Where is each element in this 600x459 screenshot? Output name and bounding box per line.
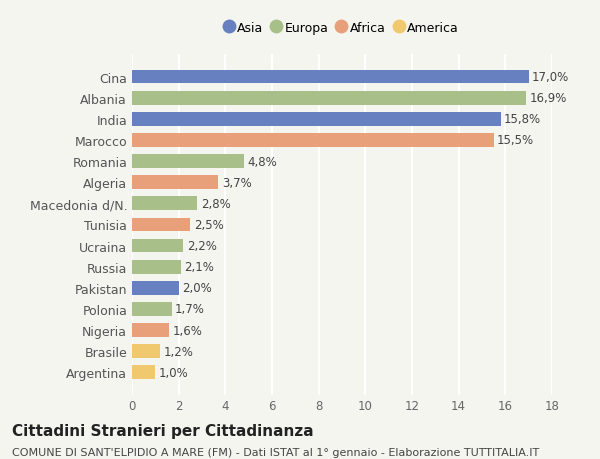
Bar [132,302,172,316]
Text: 2,5%: 2,5% [194,218,224,231]
Bar [132,260,181,274]
Bar [132,134,494,147]
Text: 17,0%: 17,0% [532,71,569,84]
Bar [132,324,169,337]
Bar [132,92,526,105]
Text: 3,7%: 3,7% [222,176,251,189]
Bar [132,218,190,232]
Text: 1,7%: 1,7% [175,303,205,316]
Bar [132,281,179,295]
Text: 2,0%: 2,0% [182,282,212,295]
Text: 2,2%: 2,2% [187,240,217,252]
Bar [132,345,160,358]
Text: 1,6%: 1,6% [173,324,203,337]
Text: 4,8%: 4,8% [248,155,277,168]
Text: 16,9%: 16,9% [530,92,567,105]
Text: COMUNE DI SANT'ELPIDIO A MARE (FM) - Dati ISTAT al 1° gennaio - Elaborazione TUT: COMUNE DI SANT'ELPIDIO A MARE (FM) - Dat… [12,447,539,457]
Bar [132,71,529,84]
Text: 15,5%: 15,5% [497,134,534,147]
Text: Cittadini Stranieri per Cittadinanza: Cittadini Stranieri per Cittadinanza [12,423,314,438]
Bar [132,366,155,379]
Text: 1,0%: 1,0% [159,366,188,379]
Bar [132,155,244,168]
Legend: Asia, Europa, Africa, America: Asia, Europa, Africa, America [221,17,463,40]
Bar [132,239,184,253]
Text: 2,1%: 2,1% [185,261,214,274]
Bar [132,176,218,190]
Bar [132,197,197,211]
Text: 15,8%: 15,8% [504,113,541,126]
Bar [132,112,500,126]
Text: 1,2%: 1,2% [163,345,193,358]
Text: 2,8%: 2,8% [201,197,230,210]
